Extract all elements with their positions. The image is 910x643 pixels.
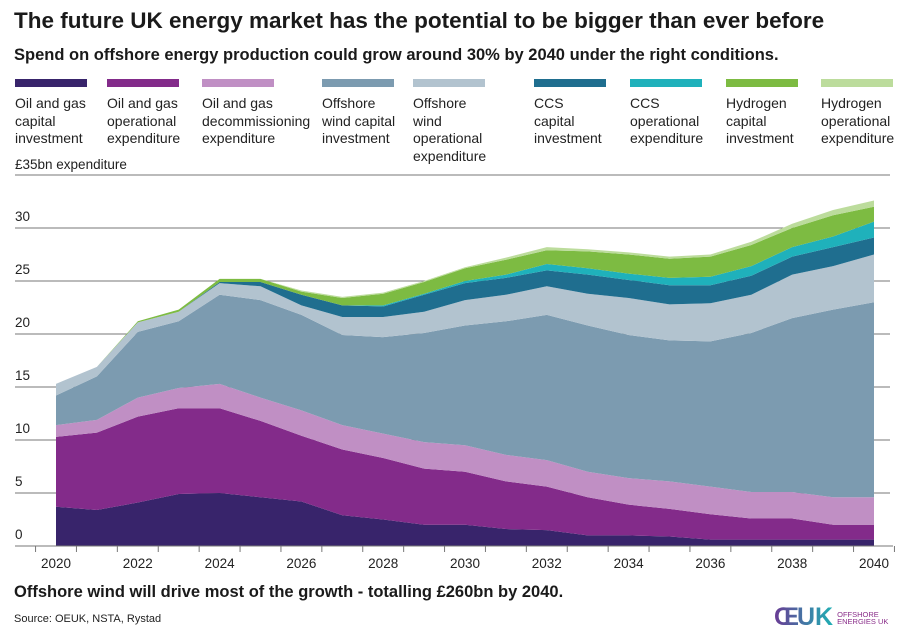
- y-tick-label: 30: [15, 209, 30, 224]
- y-tick-label: 25: [15, 262, 30, 277]
- x-tick-label: 2038: [777, 556, 807, 571]
- legend-label: Offshore wind capital investment: [322, 95, 396, 146]
- legend-swatch: [15, 79, 87, 87]
- area-series-2: [56, 408, 874, 540]
- legend-item: Hydrogen operational expenditure: [821, 79, 910, 148]
- legend-swatch: [534, 79, 606, 87]
- x-tick-label: 2022: [123, 556, 153, 571]
- y-tick-label: 0: [15, 527, 23, 542]
- area-series-3: [56, 383, 874, 525]
- y-tick-label: 10: [15, 421, 30, 436]
- y-tick-label: 20: [15, 315, 30, 330]
- legend-swatch: [202, 79, 274, 87]
- legend-item: Hydrogen capital investment: [726, 79, 818, 148]
- legend-swatch: [413, 79, 485, 87]
- area-series-4: [56, 294, 874, 498]
- legend-item: Oil and gas operational expenditure: [107, 79, 199, 148]
- legend-label: Hydrogen operational expenditure: [821, 95, 895, 146]
- legend-item: Oil and gas decommissioning expenditure: [202, 79, 311, 148]
- legend-item: Offshore wind capital investment: [322, 79, 414, 148]
- x-tick-label: 2036: [695, 556, 725, 571]
- y-axis-label: £35bn expenditure: [15, 157, 127, 172]
- legend-swatch: [726, 79, 798, 87]
- x-tick-label: 2026: [286, 556, 316, 571]
- legend-item: Oil and gas capital investment: [15, 79, 107, 148]
- logo-mark: ŒUK: [774, 603, 834, 631]
- source-text: Source: OEUK, NSTA, Rystad: [14, 613, 162, 625]
- oeuk-logo: ŒUK Offshore Energies UK: [774, 603, 888, 632]
- x-tick-label: 2020: [41, 556, 71, 571]
- legend-label: Offshore wind operational expenditure: [413, 95, 487, 164]
- x-tick-label: 2034: [614, 556, 645, 571]
- chart-subtitle: Spend on offshore energy production coul…: [14, 46, 779, 64]
- chart-title: The future UK energy market has the pote…: [14, 8, 825, 33]
- logo-text: Offshore Energies UK: [837, 609, 889, 626]
- y-tick-label: 15: [15, 368, 30, 383]
- legend-label: CCS operational expenditure: [630, 95, 704, 146]
- legend-swatch: [107, 79, 179, 87]
- legend-item: CCS operational expenditure: [630, 79, 722, 148]
- legend-label: Oil and gas operational expenditure: [107, 95, 181, 146]
- legend-label: Oil and gas decommissioning expenditure: [202, 95, 311, 146]
- x-tick-label: 2028: [368, 556, 398, 571]
- x-tick-label: 2040: [859, 556, 889, 571]
- x-tick-label: 2024: [205, 556, 236, 571]
- legend-swatch: [821, 79, 893, 87]
- legend-swatch: [322, 79, 394, 87]
- legend-label: CCS capital investment: [534, 95, 602, 146]
- legend-label: Oil and gas capital investment: [15, 95, 86, 146]
- footer-note: Offshore wind will drive most of the gro…: [14, 583, 564, 601]
- x-tick-label: 2032: [532, 556, 562, 571]
- legend-swatch: [630, 79, 702, 87]
- legend-item: Offshore wind operational expenditure: [413, 79, 505, 165]
- area-series-1: [56, 493, 874, 546]
- y-tick-label: 5: [15, 474, 23, 489]
- x-tick-label: 2030: [450, 556, 480, 571]
- legend-label: Hydrogen capital investment: [726, 95, 794, 146]
- area-series-5: [56, 254, 874, 396]
- legend-item: CCS capital investment: [534, 79, 626, 148]
